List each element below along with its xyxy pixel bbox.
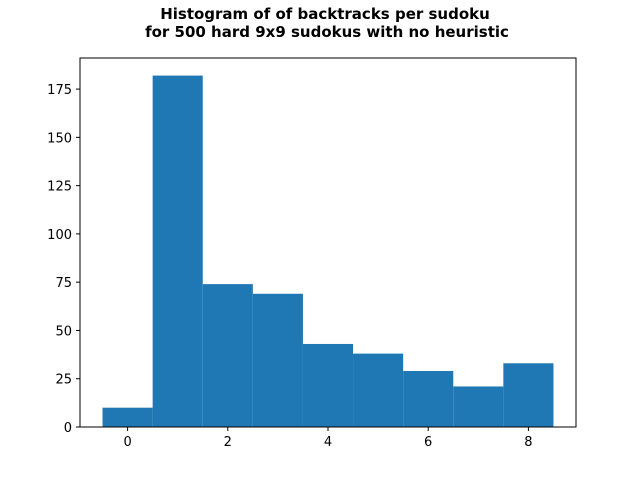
y-tick-label-150: 150 xyxy=(47,131,72,146)
histogram-bar-4 xyxy=(302,343,354,427)
x-tick-label-8: 8 xyxy=(524,435,532,450)
y-tick-label-50: 50 xyxy=(55,324,72,339)
y-tick-label-25: 25 xyxy=(55,373,72,388)
histogram-bar-5 xyxy=(353,353,404,427)
x-tick-label-0: 0 xyxy=(123,435,131,450)
x-tick-label-2: 2 xyxy=(224,435,232,450)
histogram-bar-3 xyxy=(252,293,303,427)
histogram-bar-0 xyxy=(102,407,153,427)
y-tick-label-175: 175 xyxy=(47,83,72,98)
y-tick-label-0: 0 xyxy=(64,421,72,436)
chart-title-line-2: for 500 hard 9x9 sudokus with no heurist… xyxy=(145,23,509,41)
histogram-bar-1 xyxy=(152,75,203,428)
histogram-bar-6 xyxy=(403,371,454,427)
histogram-bar-7 xyxy=(453,386,504,427)
chart-title-line-1: Histogram of of backtracks per sudoku xyxy=(160,5,490,23)
bars-group xyxy=(102,75,554,428)
y-tick-label-100: 100 xyxy=(47,228,72,243)
histogram-bar-8 xyxy=(503,363,554,427)
y-tick-label-125: 125 xyxy=(47,180,72,195)
x-tick-label-4: 4 xyxy=(324,435,332,450)
axes-group: 0 2 4 6 8 0 25 50 75 100 125 150 175 xyxy=(47,57,577,450)
histogram-bar-2 xyxy=(202,284,253,427)
x-tick-label-6: 6 xyxy=(424,435,432,450)
y-tick-label-75: 75 xyxy=(55,276,72,291)
